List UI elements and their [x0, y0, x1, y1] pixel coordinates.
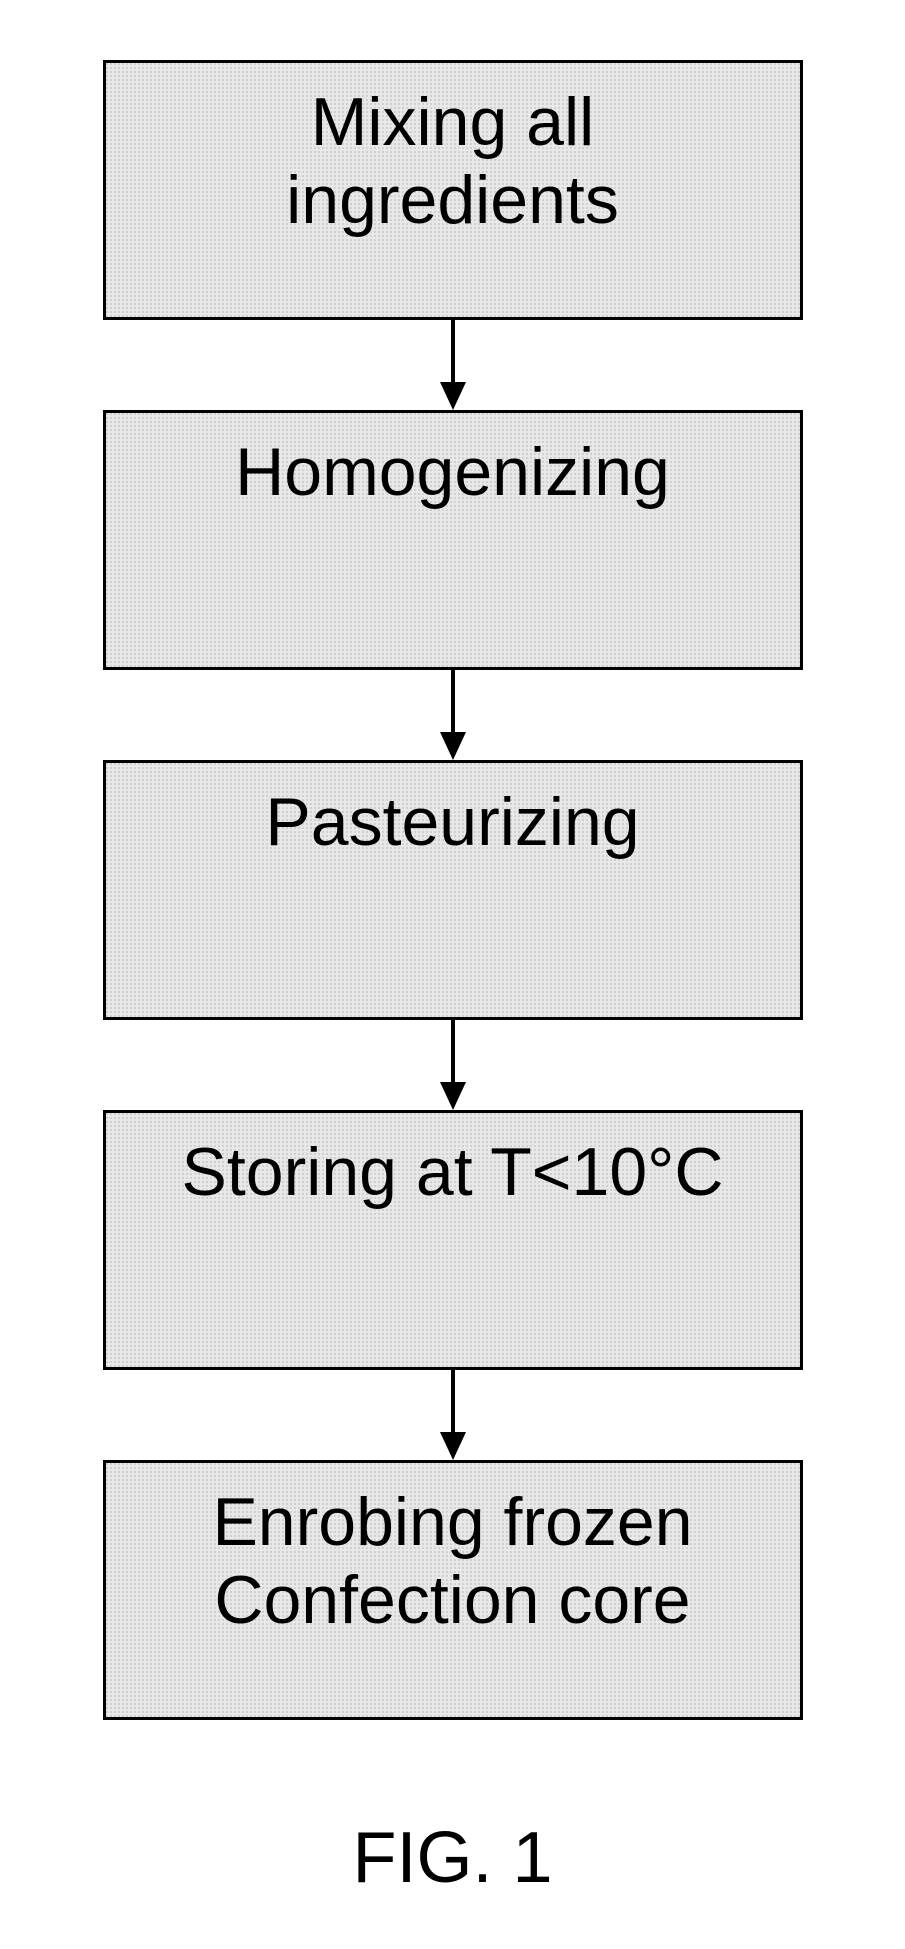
flowchart-node-mixing: Mixing all ingredients	[103, 60, 803, 320]
node-text: Storing at T<10°C	[182, 1133, 724, 1211]
arrow-connector	[103, 320, 803, 410]
node-text-line: Enrobing frozen	[212, 1484, 692, 1560]
arrow-icon	[451, 1020, 455, 1110]
flowchart-node-storing: Storing at T<10°C	[103, 1110, 803, 1370]
node-text: Homogenizing	[235, 433, 670, 511]
flowchart-node-homogenizing: Homogenizing	[103, 410, 803, 670]
arrow-icon	[451, 1370, 455, 1460]
node-text-line: ingredients	[286, 162, 619, 238]
node-text-line: Mixing all	[311, 84, 594, 160]
arrow-connector	[103, 1370, 803, 1460]
arrow-connector	[103, 1020, 803, 1110]
node-text: Enrobing frozen Confection core	[212, 1483, 692, 1639]
flowchart-container: Mixing all ingredients Homogenizing Past…	[103, 60, 803, 1720]
node-text-line: Confection core	[214, 1562, 690, 1638]
flowchart-node-pasteurizing: Pasteurizing	[103, 760, 803, 1020]
flowchart-node-enrobing: Enrobing frozen Confection core	[103, 1460, 803, 1720]
figure-label: FIG. 1	[352, 1817, 552, 1899]
node-text: Pasteurizing	[265, 783, 639, 861]
node-text: Mixing all ingredients	[286, 83, 619, 239]
arrow-connector	[103, 670, 803, 760]
arrow-icon	[451, 320, 455, 410]
arrow-icon	[451, 670, 455, 760]
